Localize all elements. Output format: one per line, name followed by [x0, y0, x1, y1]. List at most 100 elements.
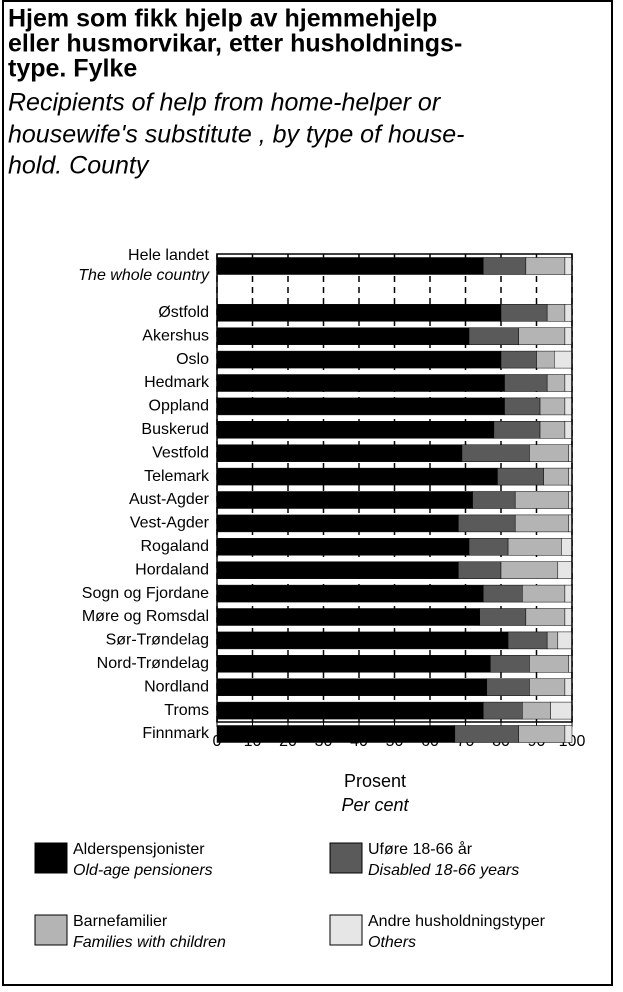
bar-segment	[518, 725, 566, 743]
bar-segment	[216, 701, 484, 720]
bar-segment	[216, 725, 456, 743]
plot-frame	[216, 253, 573, 723]
bar-segment	[557, 561, 573, 579]
bar-segment	[483, 584, 523, 603]
bar-segment	[564, 608, 573, 626]
bar-segment	[497, 467, 544, 486]
y-tick-label: Sogn og Fjordane	[82, 585, 209, 602]
bar-segment	[504, 374, 548, 392]
bar-segment	[216, 514, 459, 533]
bar-segment	[504, 397, 541, 416]
bar-segment	[557, 631, 573, 650]
bar-segment	[468, 538, 509, 556]
legend-label-en: Others	[368, 934, 416, 951]
chart-subtitle: hold. County	[8, 152, 150, 180]
y-tick-label: Aust-Agder	[129, 491, 210, 508]
y-tick-label: Finnmark	[142, 725, 210, 742]
y-tick-label: Møre og Romsdal	[82, 608, 209, 625]
bar-segment	[522, 701, 551, 720]
y-tick-label: Nord-Trøndelag	[97, 655, 209, 672]
bar-segment	[483, 701, 523, 720]
bar-segment	[564, 397, 573, 416]
bar-segment	[216, 350, 502, 369]
legend-label: Alderspensjonister	[73, 841, 205, 858]
bar-segment	[536, 350, 555, 369]
bar-segment	[564, 374, 573, 392]
bar-segment	[500, 304, 548, 322]
bar-segment	[518, 327, 566, 345]
bar-segment	[500, 350, 537, 369]
legend-label: Uføre 18-66 år	[368, 840, 473, 858]
chart-title: eller husmorvikar, etter husholdnings-	[8, 30, 462, 58]
bar-segment	[216, 467, 498, 486]
bar-segment	[564, 725, 573, 743]
bar-segment	[507, 631, 548, 650]
bar-segment	[216, 584, 484, 603]
y-tick-label: Akershus	[142, 327, 209, 344]
legend-swatch	[329, 842, 363, 874]
bar-segment	[500, 561, 559, 579]
legend-label: Andre husholdningstyper	[368, 913, 546, 930]
bar-segment	[479, 608, 527, 626]
bar-segment	[216, 655, 491, 673]
bar-segment	[490, 655, 530, 673]
bar-segment	[564, 678, 573, 696]
bar-segment	[554, 350, 573, 369]
bar-segment	[458, 514, 516, 533]
chart-subtitle: housewife's substitute , by type of hous…	[8, 121, 464, 149]
bar-segment	[216, 421, 495, 439]
chart-subtitle: Recipients of help from home-helper or	[8, 89, 442, 117]
bar-segment	[216, 397, 505, 416]
chart-title: Hjem som fikk hjelp av hjemmehjelp	[8, 5, 437, 33]
bar-segment	[564, 304, 573, 322]
bar-segment	[216, 678, 488, 696]
legend-label: Barnefamilier	[73, 913, 168, 930]
bar-segment	[468, 327, 519, 345]
bar-segment	[546, 304, 566, 322]
bar-segment	[216, 327, 470, 345]
y-tick-label: Østfold	[158, 304, 209, 321]
bar-segment	[546, 631, 559, 650]
y-tick-label: Oppland	[149, 398, 210, 415]
bar-segment	[454, 725, 520, 743]
y-tick-label: Nordland	[144, 678, 209, 695]
bar-segment	[525, 608, 566, 626]
bar-segment	[486, 678, 530, 696]
bar-segment	[539, 397, 566, 416]
y-tick-label: Vest-Agder	[130, 515, 210, 532]
chart-title: type. Fylke	[8, 55, 137, 83]
bar-segment	[216, 538, 470, 556]
x-axis-label: Per cent	[341, 795, 409, 815]
bar-segment	[216, 257, 484, 275]
y-tick-label: Hedmark	[144, 374, 210, 391]
y-tick-label: Rogaland	[141, 538, 210, 555]
y-tick-label: Troms	[164, 702, 209, 719]
bar-segment	[550, 701, 573, 720]
legend-swatch	[34, 842, 68, 874]
bar-segment	[564, 421, 573, 439]
bar-segment	[216, 491, 473, 509]
legend-label-en: Families with children	[73, 934, 226, 951]
bar-segment	[216, 561, 459, 579]
bar-segment	[458, 561, 502, 579]
frame	[2, 0, 613, 986]
bar-segment	[493, 421, 541, 439]
y-tick-label: Telemark	[144, 468, 210, 485]
bar-segment	[472, 491, 516, 509]
bar-segment	[461, 444, 530, 462]
y-tick-label: Sør-Trøndelag	[106, 632, 209, 649]
bar-segment	[561, 538, 573, 556]
bar-segment	[543, 467, 569, 486]
y-tick-label: Vestfold	[152, 444, 209, 461]
bar-segment	[529, 678, 566, 696]
bar-segment	[564, 327, 573, 345]
bar-segment	[216, 444, 463, 462]
y-tick-label: Oslo	[176, 351, 209, 368]
y-tick-label: Hele landet	[128, 247, 210, 264]
x-axis-label: Prosent	[344, 771, 406, 791]
legend-label-en: Old-age pensioners	[73, 862, 213, 879]
bar-segment	[546, 374, 566, 392]
bar-segment	[564, 257, 573, 275]
bar-segment	[483, 257, 527, 275]
